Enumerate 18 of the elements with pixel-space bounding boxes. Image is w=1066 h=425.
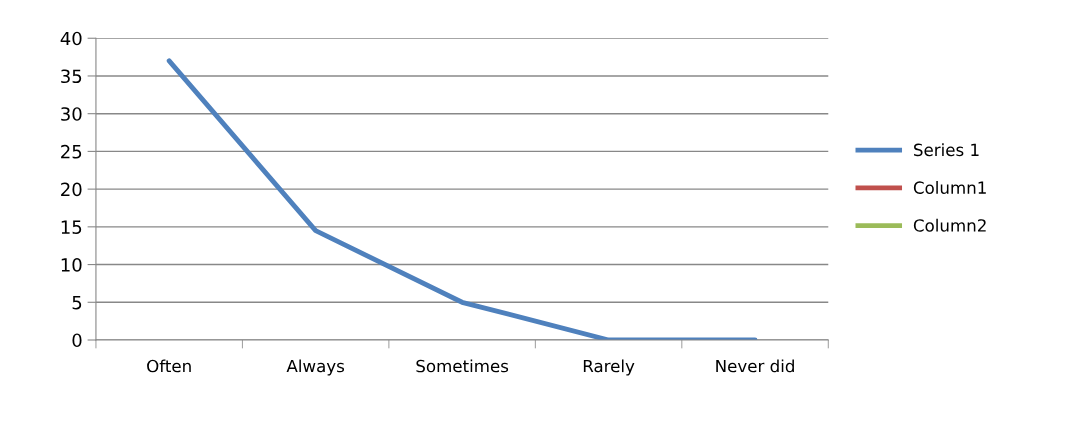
x-tick-label: Rarely: [583, 359, 635, 376]
y-tick-label: 5: [72, 295, 82, 310]
x-tick-label: Sometimes: [416, 359, 509, 373]
y-tick-label: 10: [61, 258, 82, 272]
y-tick-label: 15: [61, 220, 82, 234]
x-tick-label: Never did: [716, 359, 794, 373]
x-tick-label: Always: [286, 359, 345, 376]
y-tick-label: 35: [61, 69, 82, 84]
legend-label: Column1: [913, 181, 986, 194]
y-tick-label: 40: [60, 31, 82, 46]
x-tick-label: Often: [147, 359, 191, 373]
legend-label: Column2: [913, 218, 986, 232]
line-series: [166, 58, 758, 340]
y-tick-label: 25: [61, 144, 82, 159]
legend-label: Series 1: [914, 143, 979, 157]
y-tick-label: 30: [61, 107, 82, 121]
y-tick-label: 20: [61, 182, 82, 197]
y-tick-label: 0: [72, 333, 82, 348]
